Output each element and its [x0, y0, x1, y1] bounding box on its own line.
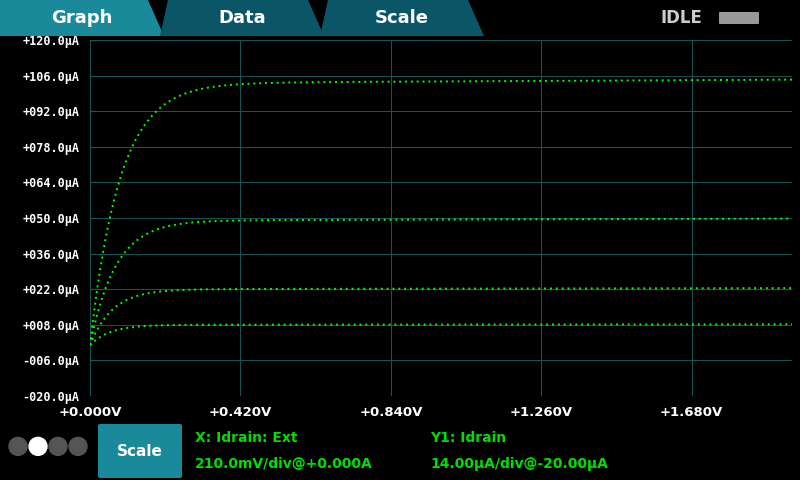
Text: Data: Data	[218, 9, 266, 27]
Polygon shape	[0, 0, 164, 36]
FancyBboxPatch shape	[719, 12, 759, 24]
Polygon shape	[320, 0, 484, 36]
Text: X: Idrain: Ext: X: Idrain: Ext	[195, 431, 298, 445]
Text: IDLE: IDLE	[660, 9, 702, 27]
Text: 14.00μA/div@-20.00μA: 14.00μA/div@-20.00μA	[430, 457, 608, 471]
Circle shape	[29, 437, 47, 456]
Circle shape	[9, 437, 27, 456]
FancyBboxPatch shape	[98, 424, 182, 478]
Text: 210.0mV/div@+0.000A: 210.0mV/div@+0.000A	[195, 457, 373, 471]
Text: Graph: Graph	[51, 9, 113, 27]
Text: Scale: Scale	[117, 444, 163, 458]
Circle shape	[69, 437, 87, 456]
Text: Scale: Scale	[375, 9, 429, 27]
Text: Y1: Idrain: Y1: Idrain	[430, 431, 506, 445]
Polygon shape	[160, 0, 324, 36]
Circle shape	[49, 437, 67, 456]
